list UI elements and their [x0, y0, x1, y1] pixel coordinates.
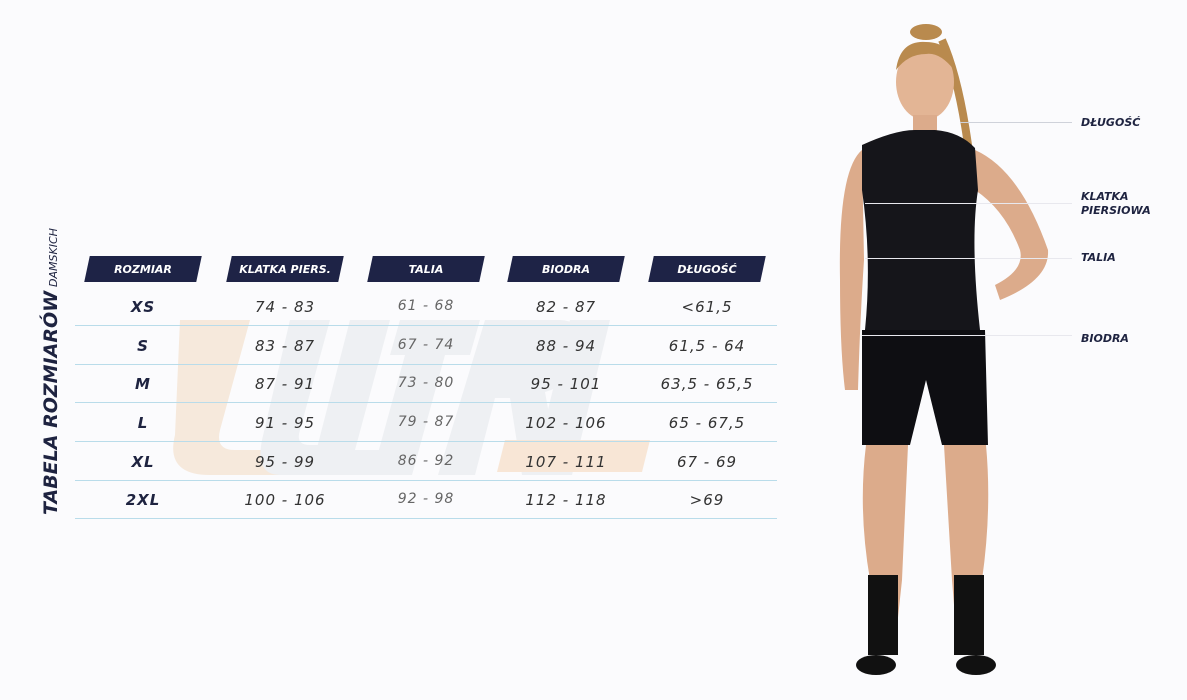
model-figure	[839, 24, 1049, 675]
size-label: M	[135, 375, 151, 393]
row-divider	[75, 518, 777, 519]
column-header: TALIA	[370, 256, 482, 282]
row-divider	[75, 441, 777, 442]
size-label: L	[137, 414, 149, 432]
row-divider	[75, 402, 777, 403]
table-cell: >69	[689, 491, 725, 509]
table-cell: 87 - 91	[254, 375, 316, 393]
table-cell: 112 - 118	[525, 491, 607, 509]
column-header: ROZMIAR	[87, 256, 199, 282]
label-chest-1: KLATKA	[1081, 190, 1129, 203]
label-chest: KLATKA PIERSIOWA	[1081, 190, 1151, 218]
column-header: KLATKA PIERS.	[229, 256, 341, 282]
table-cell: 61,5 - 64	[668, 337, 746, 355]
column-header: DŁUGOŚĆ	[651, 256, 763, 282]
size-label: 2XL	[125, 491, 161, 509]
row-divider	[75, 325, 777, 326]
table-cell: 95 - 99	[254, 453, 316, 471]
table-cell: 74 - 83	[254, 298, 316, 316]
table-cell: 95 - 101	[530, 375, 602, 393]
table-cell: 86 - 92	[397, 453, 455, 469]
label-length: DŁUGOŚĆ	[1081, 116, 1141, 129]
table-cell: <61,5	[681, 298, 733, 316]
size-label: S	[137, 337, 149, 355]
length-line	[960, 122, 1072, 123]
title-text: TABELA ROZMIARÓW	[40, 290, 62, 515]
table-cell: 83 - 87	[254, 337, 316, 355]
subtitle-text: DAMSKICH	[47, 228, 60, 287]
table-cell: 67 - 74	[397, 337, 455, 353]
label-chest-2: PIERSIOWA	[1081, 204, 1151, 217]
table-cell: 65 - 67,5	[668, 414, 746, 432]
row-divider	[75, 364, 777, 365]
table-cell: 107 - 111	[525, 453, 607, 471]
table-cell: 63,5 - 65,5	[660, 375, 754, 393]
table-cell: 88 - 94	[535, 337, 597, 355]
table-cell: 67 - 69	[676, 453, 738, 471]
table-cell: 82 - 87	[535, 298, 597, 316]
label-waist: TALIA	[1081, 251, 1116, 264]
table-cell: 100 - 106	[244, 491, 326, 509]
row-divider	[75, 480, 777, 481]
table-cell: 102 - 106	[525, 414, 607, 432]
table-cell: 91 - 95	[254, 414, 316, 432]
table-cell: 73 - 80	[397, 375, 455, 391]
hips-line	[862, 335, 1072, 336]
column-header: BIODRA	[510, 256, 622, 282]
label-hips: BIODRA	[1081, 332, 1129, 345]
table-cell: 61 - 68	[397, 298, 455, 314]
size-label: XS	[130, 298, 156, 316]
table-cell: 92 - 98	[397, 491, 455, 507]
waist-line	[865, 258, 1072, 259]
brand-watermark-logo	[173, 320, 650, 475]
chest-line	[865, 203, 1072, 204]
chart-title: TABELA ROZMIARÓW DAMSKICH	[40, 228, 62, 515]
table-cell: 79 - 87	[397, 414, 455, 430]
size-label: XL	[131, 453, 155, 471]
